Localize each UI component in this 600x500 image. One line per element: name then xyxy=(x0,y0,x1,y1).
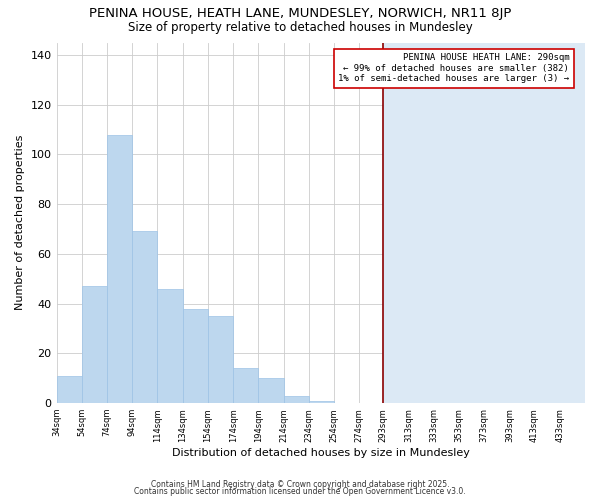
Bar xyxy=(284,396,309,403)
Text: Size of property relative to detached houses in Mundesley: Size of property relative to detached ho… xyxy=(128,21,472,34)
Text: Contains HM Land Registry data © Crown copyright and database right 2025.: Contains HM Land Registry data © Crown c… xyxy=(151,480,449,489)
Bar xyxy=(309,400,334,403)
Bar xyxy=(535,400,560,403)
Bar xyxy=(132,232,157,403)
Text: Contains public sector information licensed under the Open Government Licence v3: Contains public sector information licen… xyxy=(134,487,466,496)
Bar xyxy=(56,376,82,403)
Y-axis label: Number of detached properties: Number of detached properties xyxy=(15,135,25,310)
Bar xyxy=(107,134,132,403)
Text: PENINA HOUSE, HEATH LANE, MUNDESLEY, NORWICH, NR11 8JP: PENINA HOUSE, HEATH LANE, MUNDESLEY, NOR… xyxy=(89,8,511,20)
Bar xyxy=(535,400,560,403)
Bar xyxy=(208,316,233,403)
Bar xyxy=(259,378,284,403)
Bar xyxy=(383,400,409,403)
Bar xyxy=(383,42,585,403)
Bar xyxy=(182,308,208,403)
Bar xyxy=(82,286,107,403)
Bar xyxy=(233,368,259,403)
Bar xyxy=(157,288,182,403)
Bar xyxy=(383,400,409,403)
X-axis label: Distribution of detached houses by size in Mundesley: Distribution of detached houses by size … xyxy=(172,448,470,458)
Text: PENINA HOUSE HEATH LANE: 290sqm
← 99% of detached houses are smaller (382)
1% of: PENINA HOUSE HEATH LANE: 290sqm ← 99% of… xyxy=(338,54,569,83)
